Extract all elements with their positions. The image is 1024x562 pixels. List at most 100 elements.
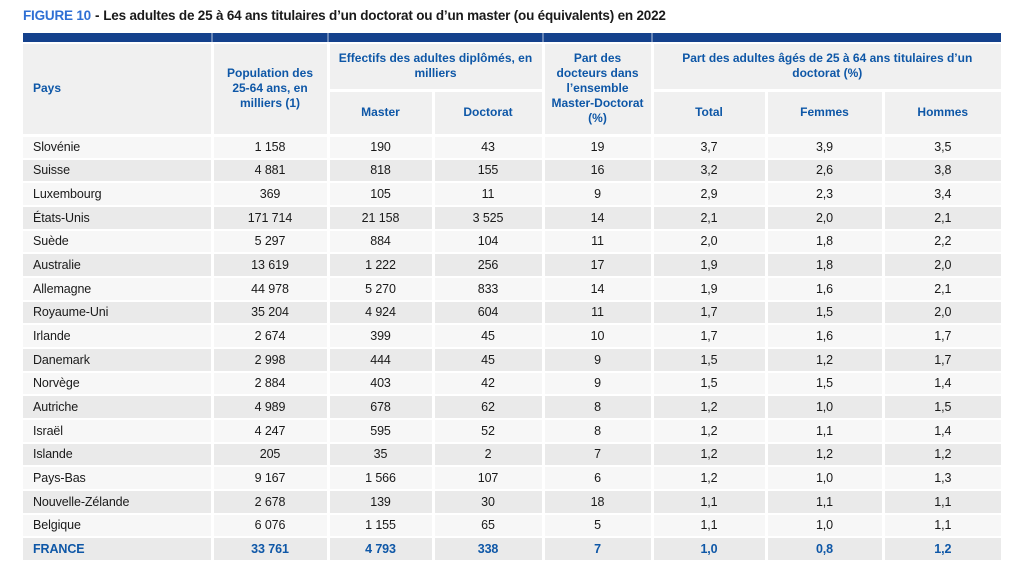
cell-doctorat: 2 (433, 442, 545, 468)
column-header-part-docteurs: Part des docteurs dans l’ensemble Master… (543, 43, 654, 137)
cell-hommes: 2,0 (883, 253, 1002, 278)
statistics-table-wrap: Pays Population des 25-64 ans, en millie… (23, 33, 1002, 562)
cell-population: 9 167 (212, 466, 330, 491)
cell-population: 35 204 (212, 300, 330, 326)
cell-pays: Suède (23, 229, 214, 255)
cell-part-docteurs: 19 (543, 135, 654, 160)
cell-master: 35 (328, 442, 435, 468)
cell-master: 1 566 (328, 466, 435, 491)
cell-total: 1,0 (652, 537, 768, 562)
cell-pays: Autriche (23, 395, 214, 420)
cell-doctorat: 43 (433, 135, 545, 160)
cell-doctorat: 42 (433, 371, 545, 397)
table-row: Pays-Bas 9 167 1 566 107 6 1,2 1,0 1,3 (23, 466, 1002, 491)
column-header-doctorat: Doctorat (433, 90, 545, 137)
cell-doctorat: 3 525 (433, 205, 545, 231)
cell-doctorat: 104 (433, 229, 545, 255)
cell-part-docteurs: 11 (543, 229, 654, 255)
cell-population: 6 076 (212, 513, 330, 539)
table-row: Danemark 2 998 444 45 9 1,5 1,2 1,7 (23, 347, 1002, 373)
cell-hommes: 1,7 (883, 324, 1002, 349)
cell-femmes: 1,8 (766, 253, 885, 278)
cell-total: 2,0 (652, 229, 768, 255)
cell-total: 1,7 (652, 324, 768, 349)
cell-pays: Danemark (23, 347, 214, 373)
cell-pays: Luxembourg (23, 182, 214, 207)
table-row: Slovénie 1 158 190 43 19 3,7 3,9 3,5 (23, 135, 1002, 160)
cell-doctorat: 256 (433, 253, 545, 278)
cell-part-docteurs: 8 (543, 395, 654, 420)
cell-pays: Irlande (23, 324, 214, 349)
top-bar-segment (327, 33, 543, 44)
cell-hommes: 1,5 (883, 395, 1002, 420)
cell-master: 139 (328, 489, 435, 515)
table-row: Autriche 4 989 678 62 8 1,2 1,0 1,5 (23, 395, 1002, 420)
cell-pays: Israël (23, 418, 214, 444)
table-body: Slovénie 1 158 190 43 19 3,7 3,9 3,5 Sui… (23, 135, 1002, 562)
cell-population: 2 674 (212, 324, 330, 349)
column-group-effectifs: Effectifs des adultes diplômés, en milli… (328, 43, 545, 92)
cell-population: 4 881 (212, 158, 330, 184)
cell-pays: Allemagne (23, 276, 214, 302)
cell-total: 1,2 (652, 395, 768, 420)
column-header-master: Master (328, 90, 435, 137)
cell-femmes: 1,1 (766, 418, 885, 444)
cell-hommes: 2,0 (883, 300, 1002, 326)
cell-hommes: 2,1 (883, 276, 1002, 302)
cell-hommes: 1,2 (883, 442, 1002, 468)
cell-part-docteurs: 7 (543, 537, 654, 562)
cell-femmes: 0,8 (766, 537, 885, 562)
cell-femmes: 1,5 (766, 300, 885, 326)
cell-master: 5 270 (328, 276, 435, 302)
cell-doctorat: 107 (433, 466, 545, 491)
cell-master: 1 155 (328, 513, 435, 539)
column-group-part-adultes: Part des adultes âgés de 25 à 64 ans tit… (652, 43, 1002, 92)
cell-pays: Royaume-Uni (23, 300, 214, 326)
cell-population: 171 714 (212, 205, 330, 231)
cell-part-docteurs: 7 (543, 442, 654, 468)
cell-doctorat: 833 (433, 276, 545, 302)
cell-doctorat: 30 (433, 489, 545, 515)
cell-femmes: 1,6 (766, 276, 885, 302)
cell-pays: Belgique (23, 513, 214, 539)
cell-hommes: 1,2 (883, 537, 1002, 562)
figure-title: FIGURE 10- Les adultes de 25 à 64 ans tit… (23, 8, 666, 23)
cell-pays: FRANCE (23, 537, 214, 562)
cell-hommes: 1,4 (883, 418, 1002, 444)
table-row: Australie 13 619 1 222 256 17 1,9 1,8 2,… (23, 253, 1002, 278)
table-row: FRANCE 33 761 4 793 338 7 1,0 0,8 1,2 (23, 537, 1002, 562)
cell-total: 1,9 (652, 276, 768, 302)
cell-population: 369 (212, 182, 330, 207)
cell-femmes: 1,8 (766, 229, 885, 255)
table-row: Irlande 2 674 399 45 10 1,7 1,6 1,7 (23, 324, 1002, 349)
cell-part-docteurs: 16 (543, 158, 654, 184)
cell-population: 5 297 (212, 229, 330, 255)
cell-part-docteurs: 17 (543, 253, 654, 278)
cell-pays: États-Unis (23, 205, 214, 231)
column-header-population: Population des 25-64 ans, en milliers (1… (212, 43, 330, 137)
cell-hommes: 3,4 (883, 182, 1002, 207)
cell-part-docteurs: 14 (543, 205, 654, 231)
cell-master: 595 (328, 418, 435, 444)
cell-part-docteurs: 5 (543, 513, 654, 539)
table-row: Suède 5 297 884 104 11 2,0 1,8 2,2 (23, 229, 1002, 255)
table-row: Luxembourg 369 105 11 9 2,9 2,3 3,4 (23, 182, 1002, 207)
cell-total: 1,2 (652, 418, 768, 444)
column-header-femmes: Femmes (766, 90, 885, 137)
cell-total: 1,9 (652, 253, 768, 278)
cell-pays: Norvège (23, 371, 214, 397)
cell-doctorat: 52 (433, 418, 545, 444)
cell-part-docteurs: 9 (543, 371, 654, 397)
cell-hommes: 1,1 (883, 513, 1002, 539)
cell-total: 1,5 (652, 371, 768, 397)
cell-hommes: 2,2 (883, 229, 1002, 255)
statistics-table: Pays Population des 25-64 ans, en millie… (23, 33, 1002, 562)
cell-population: 13 619 (212, 253, 330, 278)
table-row: Suisse 4 881 818 155 16 3,2 2,6 3,8 (23, 158, 1002, 184)
cell-master: 818 (328, 158, 435, 184)
cell-femmes: 1,2 (766, 442, 885, 468)
cell-femmes: 2,3 (766, 182, 885, 207)
cell-part-docteurs: 18 (543, 489, 654, 515)
cell-master: 105 (328, 182, 435, 207)
